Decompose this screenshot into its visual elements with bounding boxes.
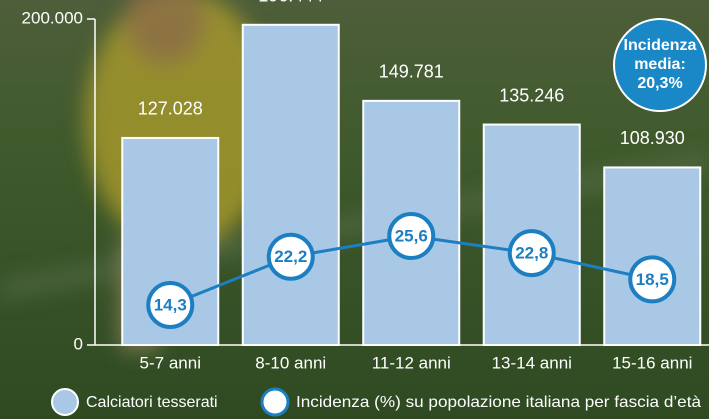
- line-value-label: 22,8: [515, 244, 548, 263]
- y-tick-label: 0: [74, 334, 83, 353]
- line-value-label: 25,6: [395, 226, 428, 245]
- x-tick-label: 15-16 anni: [612, 353, 692, 372]
- bar-value-label: 196.444: [258, 0, 323, 6]
- x-tick-label: 11-12 anni: [372, 353, 451, 372]
- line-value-label: 14,3: [154, 295, 187, 314]
- annotation-text: Incidenza: [624, 37, 697, 54]
- bar-value-label: 149.781: [379, 62, 444, 82]
- bar-value-label: 135.246: [499, 85, 564, 105]
- annotation-text: 20,3%: [637, 75, 682, 92]
- page: {"chart_data": {"type": "bar", "categori…: [0, 0, 709, 419]
- line-value-label: 18,5: [636, 270, 669, 289]
- legend-swatch: [52, 389, 78, 415]
- x-tick-label: 13-14 anni: [492, 353, 572, 372]
- bar-value-label: 108.930: [620, 128, 685, 148]
- legend-label: Incidenza (%) su popolazione italiana pe…: [296, 394, 701, 411]
- bar: [243, 25, 339, 345]
- y-tick-label: 200.000: [22, 8, 83, 27]
- line-value-label: 22,2: [274, 247, 307, 266]
- legend-swatch: [262, 389, 288, 415]
- legend-label: Calciatori tesserati: [86, 394, 218, 411]
- annotation-text: media:: [634, 56, 686, 73]
- x-tick-label: 5-7 anni: [140, 353, 201, 372]
- bar-value-label: 127.028: [138, 99, 203, 119]
- x-tick-label: 8-10 anni: [255, 353, 326, 372]
- chart: 0 200.000 127.028 196.444 149.781 135.246 108.…: [0, 0, 709, 419]
